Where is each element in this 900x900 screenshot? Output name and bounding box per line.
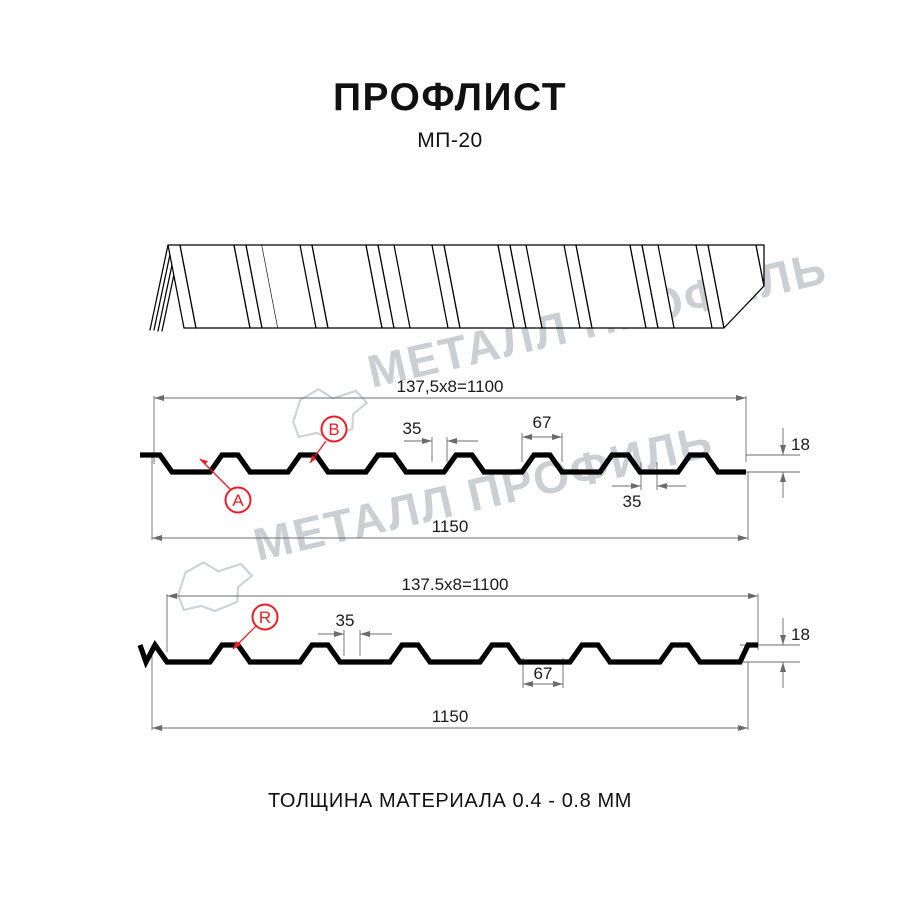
dim-height-top (746, 428, 800, 498)
dim-label-rib-width-bottom: 35 (336, 611, 355, 630)
dim-pitch-total-bottom (166, 593, 759, 652)
marker-b-label: B (328, 420, 339, 439)
marker-r: R (232, 603, 279, 650)
dim-label-rib-width-lower-top: 35 (623, 492, 642, 511)
cross-section-front: 137,5x8=1100 35 67 35 (140, 377, 810, 541)
dim-label-rib-width-top: 35 (403, 419, 422, 438)
dim-rib-width-lower-top (612, 462, 686, 490)
cross-section-back: 137.5x8=1100 35 67 18 (137, 575, 810, 731)
marker-b: B (309, 415, 348, 464)
profile-outline-front (140, 452, 746, 475)
watermark-logo-icon (177, 561, 254, 613)
model-subtitle: МП-20 (417, 128, 483, 152)
watermark-text: МЕТАЛЛ ПРОФИЛЬ (249, 414, 719, 570)
dim-valley-width-bottom (522, 658, 564, 688)
profile-outline-back (137, 640, 758, 669)
dim-rib-width-bottom (318, 630, 392, 656)
title-block: ПРОФЛИСТ МП-20 (0, 76, 900, 153)
footer-block: ТОЛЩИНА МАТЕРИАЛА 0.4 - 0.8 ММ (0, 790, 900, 813)
dim-label-valley-width-bottom: 67 (534, 664, 553, 683)
profile-sheet-3d-view (149, 244, 765, 332)
dim-height-bottom (740, 618, 800, 688)
page-title: ПРОФЛИСТ (332, 76, 568, 119)
dim-rib-width-top (404, 437, 478, 462)
dim-overall-width-bottom (151, 645, 749, 731)
dim-label-height-top: 18 (791, 435, 810, 454)
dim-label-valley-width-top: 67 (533, 413, 552, 432)
dim-label-pitch-total-bottom: 137.5x8=1100 (402, 575, 509, 594)
marker-a-label: A (232, 491, 244, 510)
dim-label-pitch-total: 137,5x8=1100 (397, 377, 504, 396)
dim-overall-width-top (151, 455, 749, 541)
marker-a: A (199, 458, 252, 514)
dim-label-overall-width-bottom: 1150 (432, 707, 469, 726)
dim-valley-width-top (521, 433, 563, 462)
watermark-logo-icon (292, 388, 369, 440)
dim-label-overall-width-top: 1150 (432, 517, 469, 536)
dim-pitch-total-top (153, 395, 747, 464)
marker-r-label: R (259, 608, 271, 627)
dim-label-height-bottom: 18 (791, 625, 810, 644)
material-thickness-note: ТОЛЩИНА МАТЕРИАЛА 0.4 - 0.8 ММ (267, 790, 632, 812)
